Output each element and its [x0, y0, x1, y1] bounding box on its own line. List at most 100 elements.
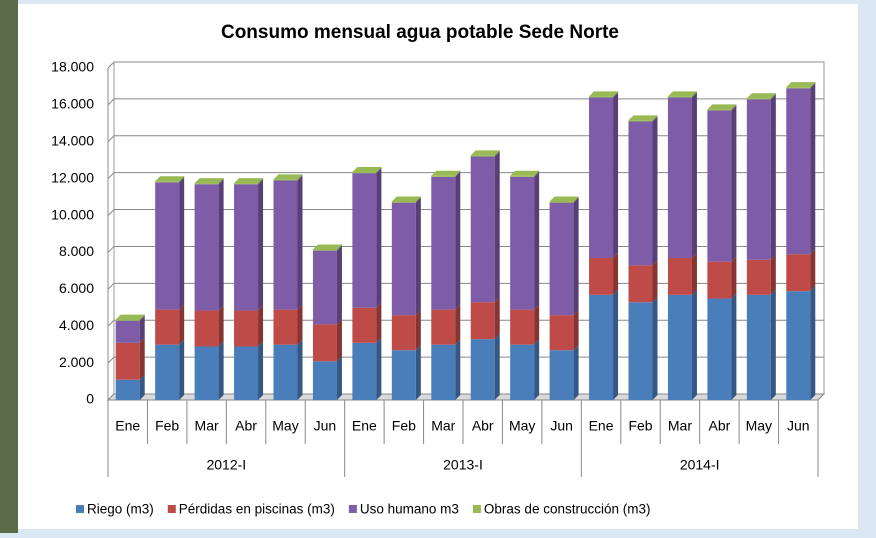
x-tick-label: Ene — [115, 418, 140, 434]
bar-side — [770, 254, 776, 295]
bar-side — [139, 374, 145, 400]
bar-segment — [431, 309, 456, 345]
bar-segment — [589, 97, 614, 258]
bar-segment — [234, 183, 259, 185]
bar-segment — [352, 342, 377, 400]
bar-side — [297, 174, 303, 181]
bar-segment — [549, 350, 574, 400]
bar-top — [234, 178, 264, 184]
y-tick-label: 16.000 — [51, 96, 94, 112]
bar-side — [415, 310, 421, 351]
legend-swatch — [348, 505, 357, 513]
bar-segment — [470, 302, 495, 340]
bar-segment — [194, 184, 219, 311]
y-tick-label: 10.000 — [51, 206, 94, 222]
bar-segment — [707, 109, 732, 111]
bar-side — [691, 289, 697, 400]
bar-side — [336, 245, 342, 325]
x-tick-label: Abr — [708, 418, 730, 434]
bar-segment — [352, 173, 377, 308]
bar-segment — [352, 172, 377, 174]
bar-side — [573, 197, 579, 316]
bar-top — [273, 174, 303, 180]
x-tick-label: Abr — [472, 418, 494, 434]
legend-label: Riego (m3) — [87, 502, 154, 517]
bar-side — [770, 94, 776, 260]
bar-segment — [470, 339, 495, 400]
bar-segment — [746, 259, 771, 295]
bar-side — [810, 83, 816, 255]
bar-side — [297, 339, 303, 400]
bar-side — [258, 305, 264, 347]
bar-segment — [194, 310, 219, 347]
bar-segment — [510, 176, 535, 310]
bar-side — [455, 170, 461, 177]
bar-segment — [273, 309, 298, 345]
legend-label: Uso humano m3 — [360, 502, 459, 517]
bar-side — [218, 305, 224, 347]
bar-segment — [194, 346, 219, 400]
x-tick-label: Mar — [195, 418, 219, 434]
bar-top — [431, 170, 461, 176]
bar-top — [352, 167, 382, 173]
bar-side — [297, 175, 303, 310]
plot-wall — [113, 61, 825, 395]
bar-segment — [628, 302, 653, 400]
bar-segment — [589, 257, 614, 295]
bar-side — [297, 304, 303, 345]
bar-side — [731, 104, 737, 111]
bar-segment — [667, 97, 692, 258]
grid-line — [107, 98, 824, 106]
grid-line — [107, 319, 824, 327]
bar-side — [376, 167, 382, 174]
bar-segment — [549, 315, 574, 351]
x-tick-label: Jun — [550, 418, 573, 434]
bar-side — [179, 304, 185, 345]
bar-top — [155, 176, 185, 182]
grid-line — [107, 356, 824, 364]
bar-segment — [115, 320, 140, 343]
bar-top — [549, 196, 579, 202]
bar-segment — [431, 176, 456, 310]
bar-side — [573, 196, 579, 203]
legend-label: Obras de construcción (m3) — [484, 502, 651, 517]
bar-side — [534, 170, 540, 177]
y-tick-label: 0 — [86, 391, 94, 407]
bar-side — [376, 337, 382, 400]
bar-segment — [628, 120, 653, 122]
bar-segment — [707, 110, 732, 262]
bar-segment — [431, 344, 456, 400]
bar-side — [810, 82, 816, 89]
bar-top — [470, 150, 500, 156]
bar-segment — [312, 250, 337, 325]
bar-side — [415, 345, 421, 400]
bar-side — [494, 297, 500, 340]
bar-side — [652, 116, 658, 266]
bar-side — [494, 334, 500, 400]
bar-segment — [352, 307, 377, 343]
bar-side — [613, 92, 619, 258]
bar-side — [494, 150, 500, 157]
bar-side — [179, 339, 185, 400]
bar-side — [652, 297, 658, 400]
bar-segment — [549, 201, 574, 203]
bar-side — [455, 171, 461, 310]
bar-side — [534, 304, 540, 345]
bar-segment — [589, 294, 614, 400]
grid-line — [107, 172, 824, 180]
grid-line — [107, 282, 824, 290]
photo-strip — [0, 0, 18, 533]
bar-side — [652, 115, 658, 122]
bar-side — [139, 314, 145, 321]
bar-side — [455, 339, 461, 400]
bar-segment — [312, 249, 337, 251]
legend-swatch — [76, 505, 84, 513]
y-tick-label: 14.000 — [51, 132, 94, 148]
bar-top — [786, 82, 816, 88]
bar-segment — [155, 182, 180, 310]
bar-segment — [391, 202, 416, 316]
bar-side — [613, 91, 619, 98]
bar-segment — [155, 181, 180, 183]
legend-label: Pérdidas en piscinas (m3) — [179, 502, 335, 517]
